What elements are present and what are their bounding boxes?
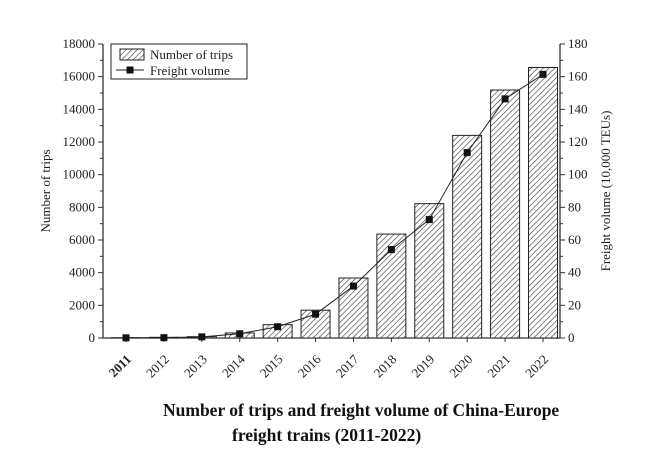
right-tick-label: 180: [568, 36, 588, 51]
left-tick-label: 4000: [69, 265, 95, 280]
freight-volume-point-2022: [539, 70, 547, 78]
x-tick-label: 2021: [484, 352, 513, 381]
chart-title-line-2: freight trains (2011-2022): [232, 425, 422, 445]
right-tick-label: 20: [568, 297, 581, 312]
legend-label-trips: Number of trips: [150, 47, 233, 62]
bar-2021: [490, 89, 521, 339]
left-tick-label: 8000: [69, 199, 95, 214]
freight-volume-line: [125, 73, 544, 339]
left-tick-label: 6000: [69, 232, 95, 247]
freight-volume-point-2014: [236, 330, 244, 338]
left-tick-label: 16000: [63, 69, 96, 84]
freight-volume-point-2019: [425, 216, 433, 224]
bar-2022: [528, 66, 558, 339]
left-tick-label: 2000: [69, 297, 95, 312]
right-tick-label: 60: [568, 232, 581, 247]
x-tick-label: 2019: [408, 352, 437, 381]
x-tick-label: 2016: [295, 351, 324, 380]
legend-swatch-trips: [119, 48, 145, 61]
freight-volume-point-2015: [274, 323, 282, 331]
x-tick-label: 2018: [370, 352, 399, 381]
left-tick-label: 14000: [63, 101, 96, 116]
freight-volume-point-2021: [501, 95, 509, 103]
freight-volume-point-2016: [312, 310, 320, 318]
x-tick-label: 2015: [257, 352, 286, 381]
freight-volume-point-2020: [463, 149, 471, 157]
left-axis-title: Number of trips: [38, 149, 53, 232]
x-tick-label: 2022: [522, 352, 551, 381]
left-tick-label: 10000: [63, 167, 96, 182]
bar-2020: [452, 134, 483, 339]
freight-volume-point-2011: [122, 334, 130, 342]
right-tick-label: 160: [568, 69, 588, 84]
chart-title-line-1: Number of trips and freight volume of Ch…: [163, 400, 560, 420]
freight-volume-point-2013: [198, 333, 206, 341]
right-tick-label: 40: [568, 265, 581, 280]
left-tick-label: 0: [89, 330, 96, 345]
bar-2019: [414, 203, 445, 339]
freight-volume-point-2012: [160, 334, 168, 342]
freight-volume-point-2017: [349, 282, 357, 290]
right-tick-label: 100: [568, 167, 588, 182]
right-tick-label: 80: [568, 199, 581, 214]
right-tick-label: 0: [568, 330, 575, 345]
legend-marker-freight: [126, 66, 134, 74]
right-tick-label: 140: [568, 101, 588, 116]
x-tick-label: 2014: [219, 351, 248, 380]
legend-label-freight: Freight volume: [150, 63, 230, 78]
right-axis-title: Freight volume (10,000 TEUs): [598, 111, 613, 272]
x-tick-label: 2012: [143, 352, 172, 381]
x-tick-label: 2017: [333, 351, 362, 380]
left-tick-label: 18000: [63, 36, 96, 51]
x-tick-label: 2011: [106, 352, 134, 380]
x-tick-label: 2013: [181, 352, 210, 381]
freight-volume-point-2018: [387, 246, 395, 254]
left-tick-label: 12000: [63, 134, 96, 149]
right-tick-label: 120: [568, 134, 588, 149]
x-tick-label: 2020: [446, 352, 475, 381]
